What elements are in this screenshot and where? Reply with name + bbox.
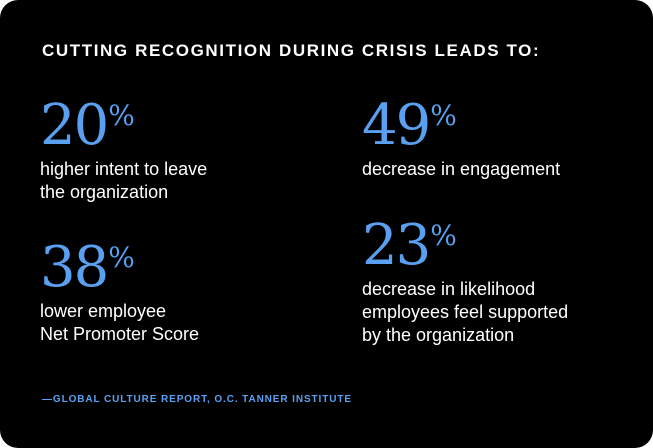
stat-description: lower employee Net Promoter Score [40,300,199,346]
stat-value: 38 [40,235,109,300]
stat-description-line: lower employee [40,301,167,321]
stat-description-line: higher intent to leave [40,159,208,179]
stat-net-promoter-score: 38% lower employee Net Promoter Score [40,240,199,346]
stat-description-line: Net Promoter Score [40,324,200,344]
stat-description-line: decrease in likelihood [362,279,536,299]
source-citation: —GLOBAL CULTURE REPORT, O.C. TANNER INST… [42,394,352,405]
stat-percent-sign: % [430,219,457,252]
stat-number: 38% [40,240,199,296]
stat-feel-supported: 23% decrease in likelihood employees fee… [362,218,568,347]
stat-description-line: employees feel supported [362,302,569,322]
stat-description-line: decrease in engagement [362,159,561,179]
stat-description-line: by the organization [362,325,515,345]
stat-number: 20% [40,98,207,154]
stat-number: 23% [362,218,568,274]
stat-percent-sign: % [108,99,135,132]
infographic-heading: CUTTING RECOGNITION DURING CRISIS LEADS … [42,41,541,60]
stat-value: 20 [40,93,109,158]
stat-description: decrease in engagement [362,158,560,181]
stat-percent-sign: % [108,241,135,274]
stat-intent-to-leave: 20% higher intent to leave the organizat… [40,98,207,204]
stat-description: decrease in likelihood employees feel su… [362,278,568,347]
stat-value: 23 [362,213,431,278]
stat-description-line: the organization [40,182,169,202]
stat-percent-sign: % [430,99,457,132]
stat-value: 49 [362,93,431,158]
stat-engagement: 49% decrease in engagement [362,98,560,181]
stat-number: 49% [362,98,560,154]
stat-description: higher intent to leave the organization [40,158,207,204]
